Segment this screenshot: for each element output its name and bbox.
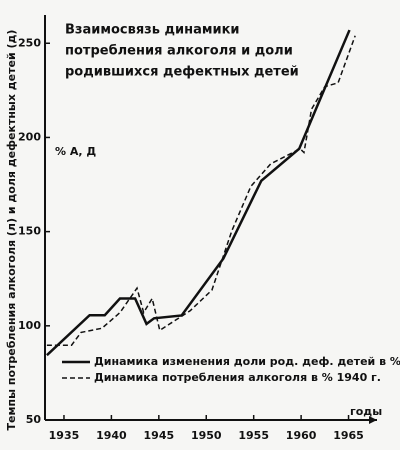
legend-label: Динамика изменения доли род. деф. детей …: [94, 355, 400, 368]
x-tick-label: 1965: [333, 429, 364, 442]
y-axis-label: Темпы потребления алкоголя (л) и доля де…: [5, 30, 18, 431]
x-tick-label: 1950: [191, 429, 222, 442]
annotation: % А, Д: [55, 145, 96, 158]
chart-title: родившихся дефектных детей: [65, 65, 299, 80]
y-tick-label: 250: [18, 36, 41, 49]
x-tick-label: 1955: [238, 429, 269, 442]
y-tick-label: 100: [18, 319, 41, 332]
y-tick-label: 150: [18, 225, 41, 238]
x-tick-label: 1945: [144, 429, 175, 442]
data-line: [46, 29, 351, 357]
y-tick-label: 200: [18, 130, 41, 143]
x-tick-label: 1960: [286, 429, 317, 442]
data-line: [46, 35, 356, 346]
legend-label: Динамика потребления алкоголя в % 1940 г…: [94, 371, 381, 384]
axis-arrow: [369, 416, 377, 424]
y-tick-label: 50: [26, 413, 42, 426]
chart-title: Взаимосвязь динамики: [65, 23, 240, 38]
x-axis-label: годы: [350, 405, 382, 418]
chart-title: потребления алкоголя и доли: [65, 44, 293, 59]
x-tick-label: 1940: [96, 429, 127, 442]
x-tick-label: 1935: [49, 429, 80, 442]
